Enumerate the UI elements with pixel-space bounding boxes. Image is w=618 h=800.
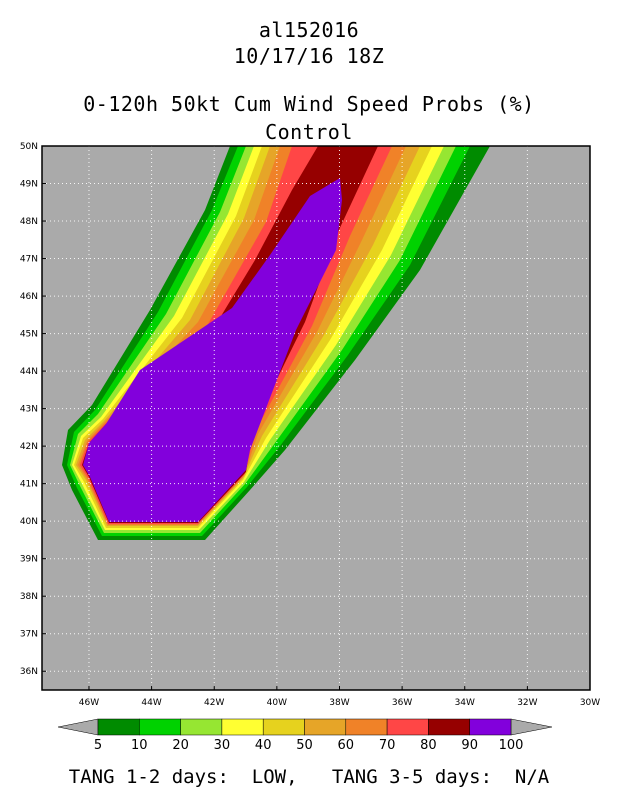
colorbar-label: 70 <box>379 738 396 753</box>
colorbar: 5 10 20 30 40 50 60 70 80 90 100 <box>57 718 553 753</box>
lat-label: 36N <box>20 667 38 677</box>
lat-label: 37N <box>20 630 38 640</box>
colorbar-label: 10 <box>131 738 148 753</box>
latitude-labels: 50N 49N 48N 47N 46N 45N 44N 43N 42N 41N 40N 39N 38N 3… <box>20 142 46 677</box>
lon-label: 38W <box>329 698 349 708</box>
colorbar-label: 80 <box>420 738 437 753</box>
colorbar-label: 60 <box>338 738 355 753</box>
colorbar-label: 90 <box>461 738 478 753</box>
tang-footer: TANG 1-2 days: LOW, TANG 3-5 days: N/A <box>68 766 550 788</box>
colorbar-label: 50 <box>296 738 313 753</box>
colorbar-swatch <box>262 718 305 736</box>
lat-label: 38N <box>20 592 38 602</box>
colorbar-label: 20 <box>172 738 189 753</box>
colorbar-swatch <box>304 718 347 736</box>
colorbar-swatch <box>469 718 512 736</box>
map-frame <box>41 145 591 691</box>
colorbar-swatch <box>180 718 223 736</box>
lat-label: 47N <box>20 255 38 265</box>
band-90 <box>83 178 342 522</box>
longitude-labels: 46W 44W 42W 40W 38W 36W 34W 32W 30W <box>79 686 600 708</box>
colorbar-swatch <box>386 718 429 736</box>
colorbar-swatch <box>345 718 388 736</box>
colorbar-left-arrow <box>57 718 99 736</box>
map-grid <box>42 146 590 690</box>
colorbar-swatch <box>428 718 470 736</box>
colorbar-swatch <box>97 718 140 736</box>
lat-label: 48N <box>20 217 38 227</box>
colorbar-label: 40 <box>255 738 272 753</box>
colorbar-label: 100 <box>499 738 524 753</box>
lon-label: 32W <box>517 698 537 708</box>
lon-label: 30W <box>580 698 600 708</box>
lon-label: 40W <box>267 698 287 708</box>
lon-label: 36W <box>392 698 412 708</box>
lat-label: 49N <box>20 180 38 190</box>
colorbar-label: 5 <box>94 738 102 753</box>
lat-label: 42N <box>20 442 38 452</box>
lat-label: 44N <box>20 367 38 377</box>
lat-label: 46N <box>20 292 38 302</box>
product-title: 0-120h 50kt Cum Wind Speed Probs (%) <box>83 92 535 116</box>
lat-label: 43N <box>20 405 38 415</box>
member-title: Control <box>265 120 353 144</box>
lat-label: 45N <box>20 330 38 340</box>
lat-label: 50N <box>20 142 38 152</box>
lon-label: 46W <box>79 698 99 708</box>
colorbar-label: 30 <box>214 738 231 753</box>
lat-label: 39N <box>20 555 38 565</box>
datetime-title: 10/17/16 18Z <box>233 44 385 68</box>
lat-label: 40N <box>20 517 38 527</box>
colorbar-right-arrow <box>510 718 553 736</box>
probability-swath <box>62 146 490 540</box>
lat-label: 41N <box>20 480 38 490</box>
colorbar-swatch <box>221 718 264 736</box>
storm-id-title: al152016 <box>258 18 360 42</box>
colorbar-swatch <box>139 718 181 736</box>
lon-label: 34W <box>455 698 475 708</box>
lon-label: 44W <box>141 698 161 708</box>
lon-label: 42W <box>204 698 224 708</box>
